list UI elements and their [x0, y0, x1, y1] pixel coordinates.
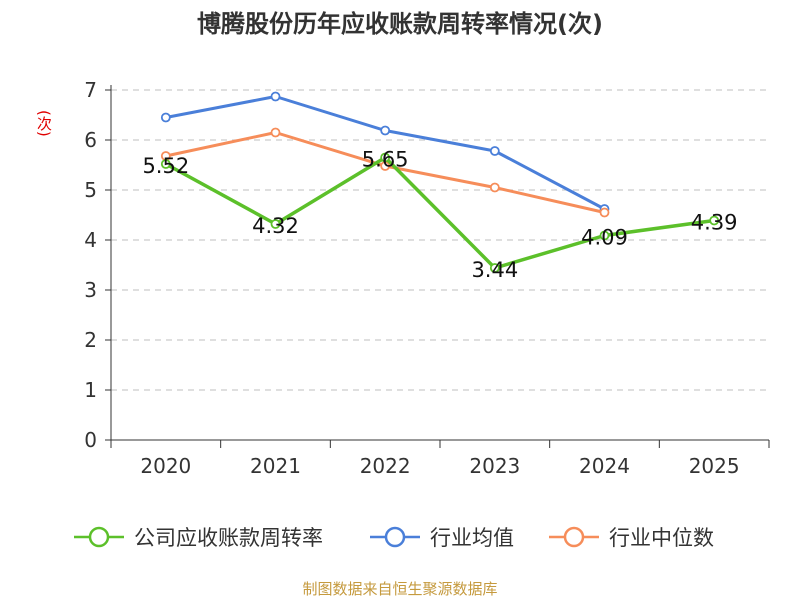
y-tick-label-4: 4 — [84, 228, 97, 252]
x-tick-label-2020: 2020 — [140, 454, 191, 478]
legend-label-行业中位数: 行业中位数 — [609, 526, 714, 550]
point-公司应收账款周转率-2025 — [709, 215, 720, 226]
y-tick-label-1: 1 — [84, 378, 97, 402]
point-行业均值-2020 — [160, 112, 171, 123]
series-line-公司应收账款周转率 — [164, 155, 715, 270]
point-行业均值-2021 — [270, 91, 281, 102]
y-tick-label-2: 2 — [84, 328, 97, 352]
y-tick-label-3: 3 — [84, 278, 97, 302]
legend-marker-行业均值 — [384, 526, 406, 548]
point-公司应收账款周转率-2024 — [599, 230, 610, 241]
x-tick-label-2025: 2025 — [689, 454, 740, 478]
data-label-2024: 4.09 — [581, 226, 628, 250]
y-tick-label-7: 7 — [84, 78, 97, 102]
y-tick-label-6: 6 — [84, 128, 97, 152]
x-tick-label-2021: 2021 — [250, 454, 301, 478]
point-公司应收账款周转率-2022 — [380, 152, 391, 163]
point-行业中位数-2024 — [599, 207, 610, 218]
data-label-2022: 5.65 — [362, 148, 409, 172]
data-label-2023: 3.44 — [471, 258, 518, 282]
legend-label-行业均值: 行业均值 — [430, 526, 514, 550]
legend-marker-公司应收账款周转率 — [88, 526, 110, 548]
point-行业中位数-2021 — [270, 127, 281, 138]
point-行业均值-2022 — [380, 125, 391, 136]
legend-label-公司应收账款周转率: 公司应收账款周转率 — [134, 526, 323, 550]
source-note: 制图数据来自恒生聚源数据库 — [302, 580, 498, 598]
point-公司应收账款周转率-2021 — [270, 219, 281, 229]
y-axis-unit-label: (次) — [35, 110, 53, 137]
y-tick-label-5: 5 — [84, 178, 97, 202]
point-行业中位数-2023 — [489, 182, 500, 193]
y-tick-label-0: 0 — [84, 428, 97, 452]
data-label-2020: 5.52 — [142, 154, 189, 178]
x-tick-label-2024: 2024 — [579, 454, 630, 478]
point-行业均值-2023 — [489, 146, 500, 156]
point-公司应收账款周转率-2020 — [160, 159, 171, 169]
chart-title: 博腾股份历年应收账款周转率情况(次) — [197, 10, 603, 38]
x-tick-label-2022: 2022 — [360, 454, 411, 478]
x-tick-label-2023: 2023 — [469, 454, 520, 478]
data-label-2025: 4.39 — [691, 211, 738, 235]
data-label-2021: 4.32 — [252, 214, 299, 238]
point-公司应收账款周转率-2023 — [489, 263, 500, 273]
legend-marker-行业中位数 — [563, 526, 585, 548]
